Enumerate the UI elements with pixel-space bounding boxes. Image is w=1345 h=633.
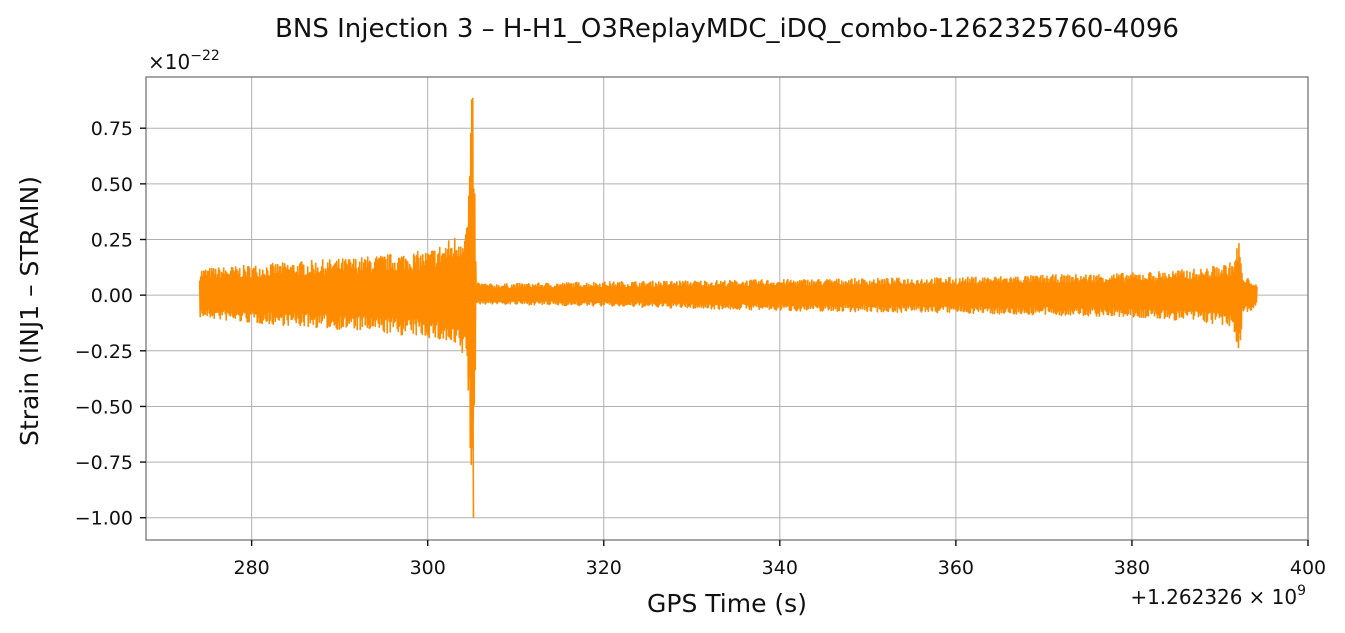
y-scale-base: ×10 xyxy=(148,50,190,74)
y-scale-exponent: −22 xyxy=(190,48,220,64)
x-tick-label: 380 xyxy=(1114,557,1150,579)
x-tick-label: 320 xyxy=(586,557,622,579)
y-axis-ticks: 0.75 0.50 0.25 0.00 −0.25 −0.50 −0.75 −1.00 xyxy=(75,118,146,530)
x-tick-label: 300 xyxy=(410,557,446,579)
plot-frame xyxy=(145,76,1309,541)
x-axis-label: GPS Time (s) xyxy=(647,589,807,618)
x-tick-label: 360 xyxy=(938,557,974,579)
y-tick-label: −0.75 xyxy=(75,452,133,474)
y-scale-multiplier: ×10−22 xyxy=(148,48,220,74)
strain-series-line xyxy=(198,97,1258,518)
y-tick-label: 0.75 xyxy=(91,118,133,140)
plot-area xyxy=(198,97,1258,518)
y-tick-label: −0.25 xyxy=(75,341,133,363)
chart-title: BNS Injection 3 – H-H1_O3ReplayMDC_iDQ_c… xyxy=(275,14,1179,44)
x-offset-label: +1.262326 × 109 xyxy=(1130,583,1306,609)
y-axis-label: Strain (INJ1 – STRAIN) xyxy=(15,176,44,446)
y-tick-label: −1.00 xyxy=(75,508,133,530)
x-tick-label: 340 xyxy=(762,557,798,579)
x-tick-label: 280 xyxy=(234,557,270,579)
x-offset-value: +1.262326 xyxy=(1130,585,1242,609)
x-axis-ticks: 280 300 320 340 360 380 400 xyxy=(234,540,1326,579)
y-tick-label: 0.50 xyxy=(91,174,133,196)
y-tick-label: −0.50 xyxy=(75,396,133,418)
x-offset-times: × 10 xyxy=(1249,585,1298,609)
x-tick-label: 400 xyxy=(1290,557,1326,579)
x-offset-exponent: 9 xyxy=(1297,583,1306,599)
y-tick-label: 0.00 xyxy=(91,285,133,307)
y-tick-label: 0.25 xyxy=(91,229,133,251)
